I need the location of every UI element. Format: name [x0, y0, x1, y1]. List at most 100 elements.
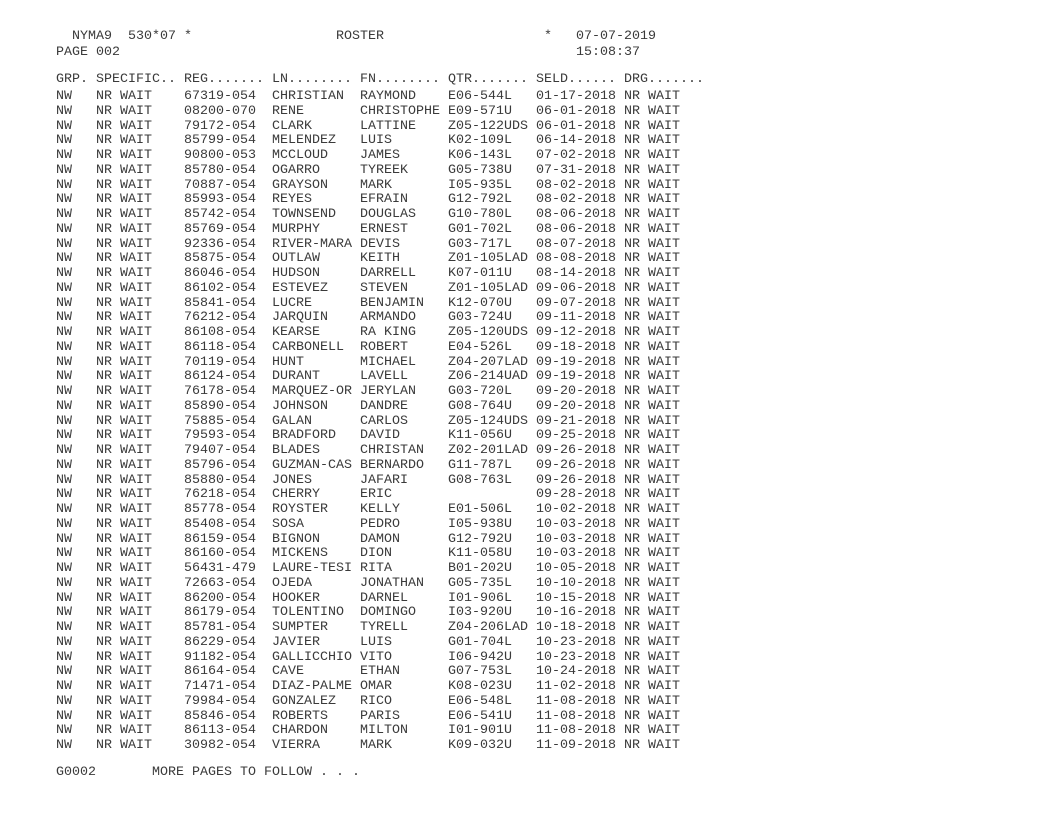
cell-drg: NR WAIT [624, 339, 680, 355]
cell-seld: 10-15-2018 [536, 590, 616, 606]
cell-seld: 06-01-2018 [536, 118, 616, 134]
cell-qtr: Z05-124UDS [448, 413, 528, 429]
cell-drg: NR WAIT [624, 177, 680, 193]
cell-qtr: K12-070U [448, 295, 512, 311]
cell-specific: NR WAIT [96, 487, 152, 503]
cell-ln: VIERRA [272, 738, 320, 753]
page-line: PAGE 002 15:08:37 [56, 46, 756, 60]
cell-reg: 85993-054 [184, 192, 256, 208]
cell-qtr: Z01-105LAD [448, 280, 528, 296]
cell-drg: NR WAIT [624, 649, 680, 665]
cell-grp: NW [56, 516, 72, 532]
cell-ln: GONZALEZ [272, 693, 336, 709]
cell-qtr: I05-938U [448, 516, 512, 532]
cell-reg: 86046-054 [184, 266, 256, 281]
table-row: NW NR WAIT 85781-054 SUMPTER TYRELL Z04-206LA… [56, 621, 756, 635]
cell-seld: 10-18-2018 [536, 620, 616, 635]
cell-drg: NR WAIT [624, 634, 680, 650]
table-row: NW NR WAIT 79984-054 GONZALEZ RICO E06-548L 11… [56, 693, 756, 709]
cell-specific: NR WAIT [96, 649, 152, 665]
cell-fn: KELLY [360, 502, 400, 517]
cell-reg: 86164-054 [184, 664, 256, 680]
cell-ln: GUZMAN-CAS [272, 457, 352, 473]
cell-ln: CHARDON [272, 723, 328, 739]
cell-ln: RIVER-MARA [272, 236, 352, 252]
cell-drg: NR WAIT [624, 723, 680, 739]
table-row: NW NR WAIT 86046-054 HUDSON DARRELL K07-011U 0… [56, 267, 756, 281]
cell-drg: NR WAIT [624, 472, 680, 488]
cell-fn: DEVIS [360, 236, 400, 252]
cell-seld: 01-17-2018 [536, 89, 616, 104]
cell-reg: 79593-054 [184, 428, 256, 444]
cell-grp: NW [56, 708, 72, 724]
table-row: NW NR WAIT 86179-054 TOLENTINO DOMINGO I03-92… [56, 606, 756, 620]
cell-specific: NR WAIT [96, 236, 152, 252]
column-qtr: QTR....... [448, 72, 528, 87]
cell-seld: 08-07-2018 [536, 236, 616, 252]
cell-drg: NR WAIT [624, 531, 680, 547]
cell-ln: BIGNON [272, 531, 320, 547]
footer-code: G0002 [56, 765, 96, 780]
more-pages-message: MORE PAGES TO FOLLOW . . . [152, 765, 360, 780]
cell-qtr: B01-202U [448, 561, 512, 576]
cell-drg: NR WAIT [624, 221, 680, 237]
table-row: NW NR WAIT 76178-054 MARQUEZ-OR JERYLAN G03-7… [56, 385, 756, 399]
cell-reg: 76212-054 [184, 310, 256, 326]
cell-ln: MELENDEZ [272, 133, 336, 149]
cell-fn: LUIS [360, 133, 392, 149]
cell-grp: NW [56, 546, 72, 562]
cell-qtr: Z05-120UDS [448, 325, 528, 340]
cell-fn: JAFARI [360, 472, 408, 488]
column-seld: SELD...... [536, 72, 616, 87]
cell-fn: MARK [360, 177, 392, 193]
table-row: NW NR WAIT 86124-054 DURANT LAVELL Z06-214UAD… [56, 370, 756, 384]
cell-fn: ETHAN [360, 664, 400, 680]
table-row: NW NR WAIT 70119-054 HUNT MICHAEL Z04-207LAD 0… [56, 354, 756, 370]
cell-seld: 08-08-2018 [536, 251, 616, 267]
cell-seld: 11-08-2018 [536, 708, 616, 724]
cell-fn: RAYMOND [360, 89, 416, 104]
cell-fn: VITO [360, 649, 392, 665]
table-row: NW NR WAIT 86118-054 CARBONELL ROBERT E04-526… [56, 339, 756, 355]
cell-qtr: I01-901U [448, 723, 512, 739]
cell-qtr: Z06-214UAD [448, 369, 528, 385]
cell-drg: NR WAIT [624, 413, 680, 429]
report-title-line: NYMA9 530*07 * ROSTER * 07-07-2019 [56, 30, 756, 44]
cell-seld: 10-23-2018 [536, 634, 616, 650]
cell-reg: 86118-054 [184, 339, 256, 355]
table-row: NW NR WAIT 76218-054 CHERRY ERIC 09-28-2018 NR… [56, 488, 756, 502]
cell-fn: MICHAEL [360, 354, 416, 370]
cell-qtr: G08-764U [448, 398, 512, 414]
cell-specific: NR WAIT [96, 590, 152, 606]
cell-qtr: G03-720L [448, 384, 512, 399]
cell-ln: CHERRY [272, 487, 320, 503]
star-right: * [544, 29, 552, 44]
cell-fn: ERNEST [360, 221, 408, 237]
cell-qtr: E06-541U [448, 708, 512, 724]
table-row: NW NR WAIT 85769-054 MURPHY ERNEST G01-702L 08… [56, 221, 756, 237]
cell-fn: JONATHAN [360, 575, 424, 591]
cell-reg: 85778-054 [184, 502, 256, 517]
cell-grp: NW [56, 443, 72, 458]
cell-seld: 11-08-2018 [536, 693, 616, 709]
cell-drg: NR WAIT [624, 502, 680, 517]
cell-reg: 86200-054 [184, 590, 256, 606]
cell-grp: NW [56, 148, 72, 163]
cell-seld: 09-26-2018 [536, 472, 616, 488]
cell-seld: 09-20-2018 [536, 384, 616, 399]
cell-specific: NR WAIT [96, 679, 152, 694]
table-row: NW NR WAIT 85880-054 JONES JAFARI G08-763L 09-… [56, 472, 756, 488]
cell-qtr: G08-763L [448, 472, 512, 488]
table-row: NW NR WAIT 76212-054 JARQUIN ARMANDO G03-724U… [56, 311, 756, 325]
cell-reg: 85875-054 [184, 251, 256, 267]
cell-qtr: G11-787L [448, 457, 512, 473]
cell-drg: NR WAIT [624, 708, 680, 724]
cell-drg: NR WAIT [624, 398, 680, 414]
cell-ln: MURPHY [272, 221, 320, 237]
cell-ln: MICKENS [272, 546, 328, 562]
cell-seld: 10-02-2018 [536, 502, 616, 517]
cell-ln: RENE [272, 103, 304, 119]
cell-drg: NR WAIT [624, 546, 680, 562]
cell-drg: NR WAIT [624, 162, 680, 178]
table-row: NW NR WAIT 85799-054 MELENDEZ LUIS K02-109L 06… [56, 134, 756, 148]
